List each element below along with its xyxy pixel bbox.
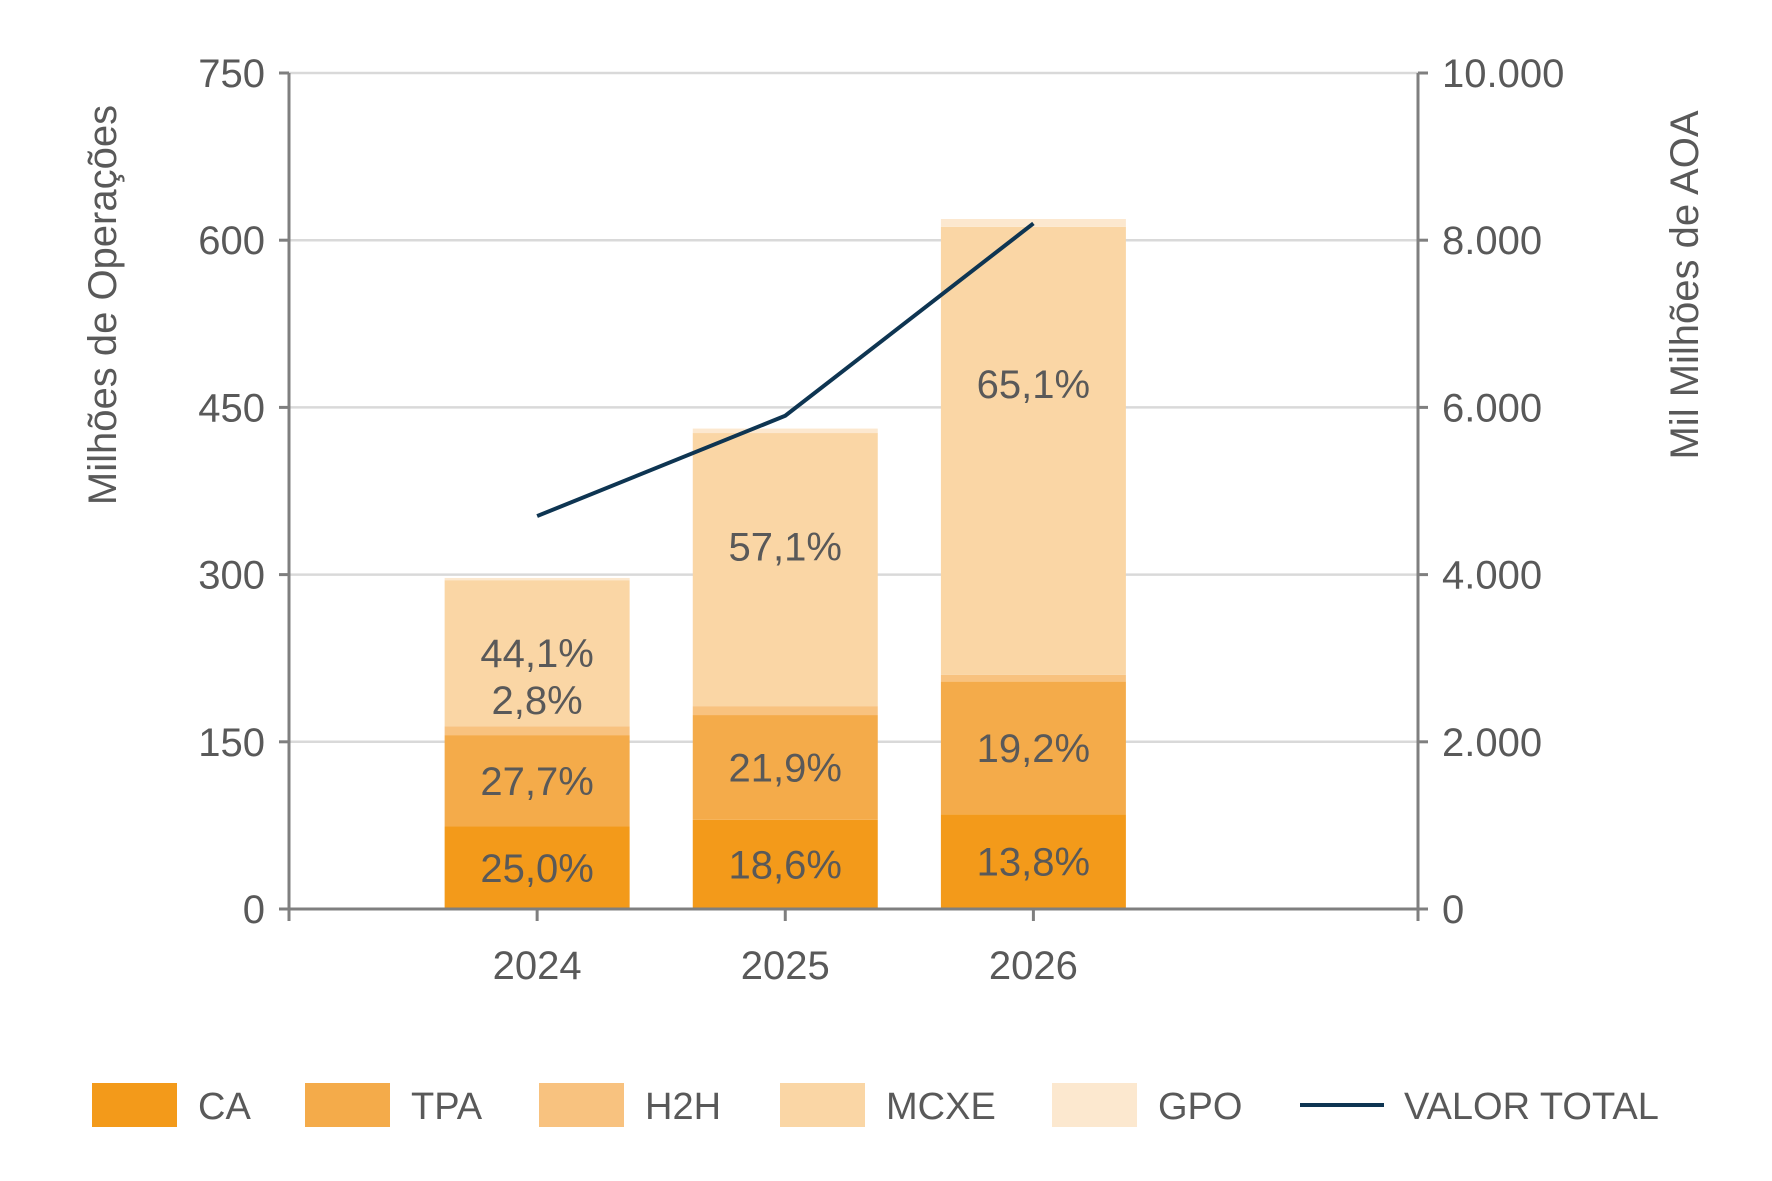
bar-mcxe-2026 [940, 226, 1126, 675]
legend-label-valor-total: VALOR TOTAL [1404, 1086, 1659, 1128]
bar-gpo-2026 [940, 219, 1126, 227]
bar-ca-2026 [940, 814, 1126, 909]
x-axis-ticks: 2024 2025 2026 [287, 909, 1420, 988]
x-tick-label-2024: 2024 [493, 944, 582, 988]
data-label-ca-2024: 25,0% [480, 847, 593, 891]
left-axis-ticks: 0 150 300 450 600 750 [198, 52, 289, 932]
left-tick-label: 450 [198, 386, 265, 430]
data-label-tpa-2025: 21,9% [729, 746, 842, 790]
legend-swatch-h2h [539, 1083, 624, 1127]
legend-swatch-gpo [1052, 1083, 1137, 1127]
left-axis-title: Milhões de Operações [81, 105, 125, 505]
legend-label-h2h: H2H [645, 1086, 721, 1128]
right-axis-ticks: 0 2.000 4.000 6.000 8.000 10.000 [1418, 52, 1564, 932]
left-tick-label: 150 [198, 721, 265, 765]
bar-mcxe-2024 [444, 580, 630, 727]
right-axis-title: Mil Milhões de AOA [1663, 110, 1707, 459]
data-label-tpa-2024: 27,7% [480, 760, 593, 804]
stacked-bars [444, 219, 1126, 909]
x-tick-label-2025: 2025 [741, 944, 830, 988]
data-label-tpa-2026: 19,2% [977, 727, 1090, 771]
x-tick-label-2026: 2026 [989, 944, 1078, 988]
bar-tpa-2025 [692, 715, 878, 820]
bar-ca-2025 [692, 819, 878, 909]
legend-swatch-mcxe [780, 1083, 865, 1127]
right-tick-label: 6.000 [1442, 386, 1542, 430]
data-label-mcxe-2025: 57,1% [729, 525, 842, 569]
data-label-mcxe-2024: 44,1% [480, 632, 593, 676]
bar-tpa-2024 [444, 735, 630, 827]
bar-mcxe-2025 [692, 433, 878, 707]
left-tick-label: 0 [243, 888, 265, 932]
right-tick-label: 0 [1442, 888, 1464, 932]
left-tick-label: 750 [198, 52, 265, 96]
legend-label-mcxe: MCXE [886, 1086, 996, 1128]
legend-label-ca: CA [198, 1086, 251, 1128]
left-tick-label: 600 [198, 219, 265, 263]
legend-label-tpa: TPA [411, 1086, 483, 1128]
right-tick-label: 10.000 [1442, 52, 1564, 96]
legend: CA TPA H2H MCXE GPO VALOR TOTAL [92, 1083, 1659, 1128]
legend-swatch-tpa [305, 1083, 390, 1127]
bar-gpo-2025 [692, 428, 878, 434]
bar-ca-2024 [444, 826, 630, 909]
data-label-ca-2025: 18,6% [729, 843, 842, 887]
gridlines [289, 71, 1418, 744]
legend-swatch-ca [92, 1083, 177, 1127]
line-valor-total [536, 221, 1035, 518]
data-label-mcxe-2026: 65,1% [977, 363, 1090, 407]
data-label-ca-2026: 13,8% [977, 841, 1090, 885]
legend-label-gpo: GPO [1158, 1086, 1242, 1128]
bar-h2h-2026 [940, 674, 1126, 682]
bar-h2h-2025 [692, 706, 878, 716]
data-label-h2h-2024: 2,8% [492, 679, 583, 723]
right-tick-label: 8.000 [1442, 219, 1542, 263]
bar-h2h-2024 [444, 726, 630, 736]
valor-total-line [536, 221, 1035, 518]
axes [287, 73, 1420, 911]
segment-labels: 25,0% 27,7% 2,8%44,1% 18,6% 21,9% 57,1% 13,8% 1… [480, 363, 1090, 891]
right-tick-label: 4.000 [1442, 554, 1542, 598]
left-tick-label: 300 [198, 554, 265, 598]
bar-gpo-2024 [444, 577, 630, 581]
right-tick-label: 2.000 [1442, 721, 1542, 765]
bar-tpa-2026 [940, 681, 1126, 815]
